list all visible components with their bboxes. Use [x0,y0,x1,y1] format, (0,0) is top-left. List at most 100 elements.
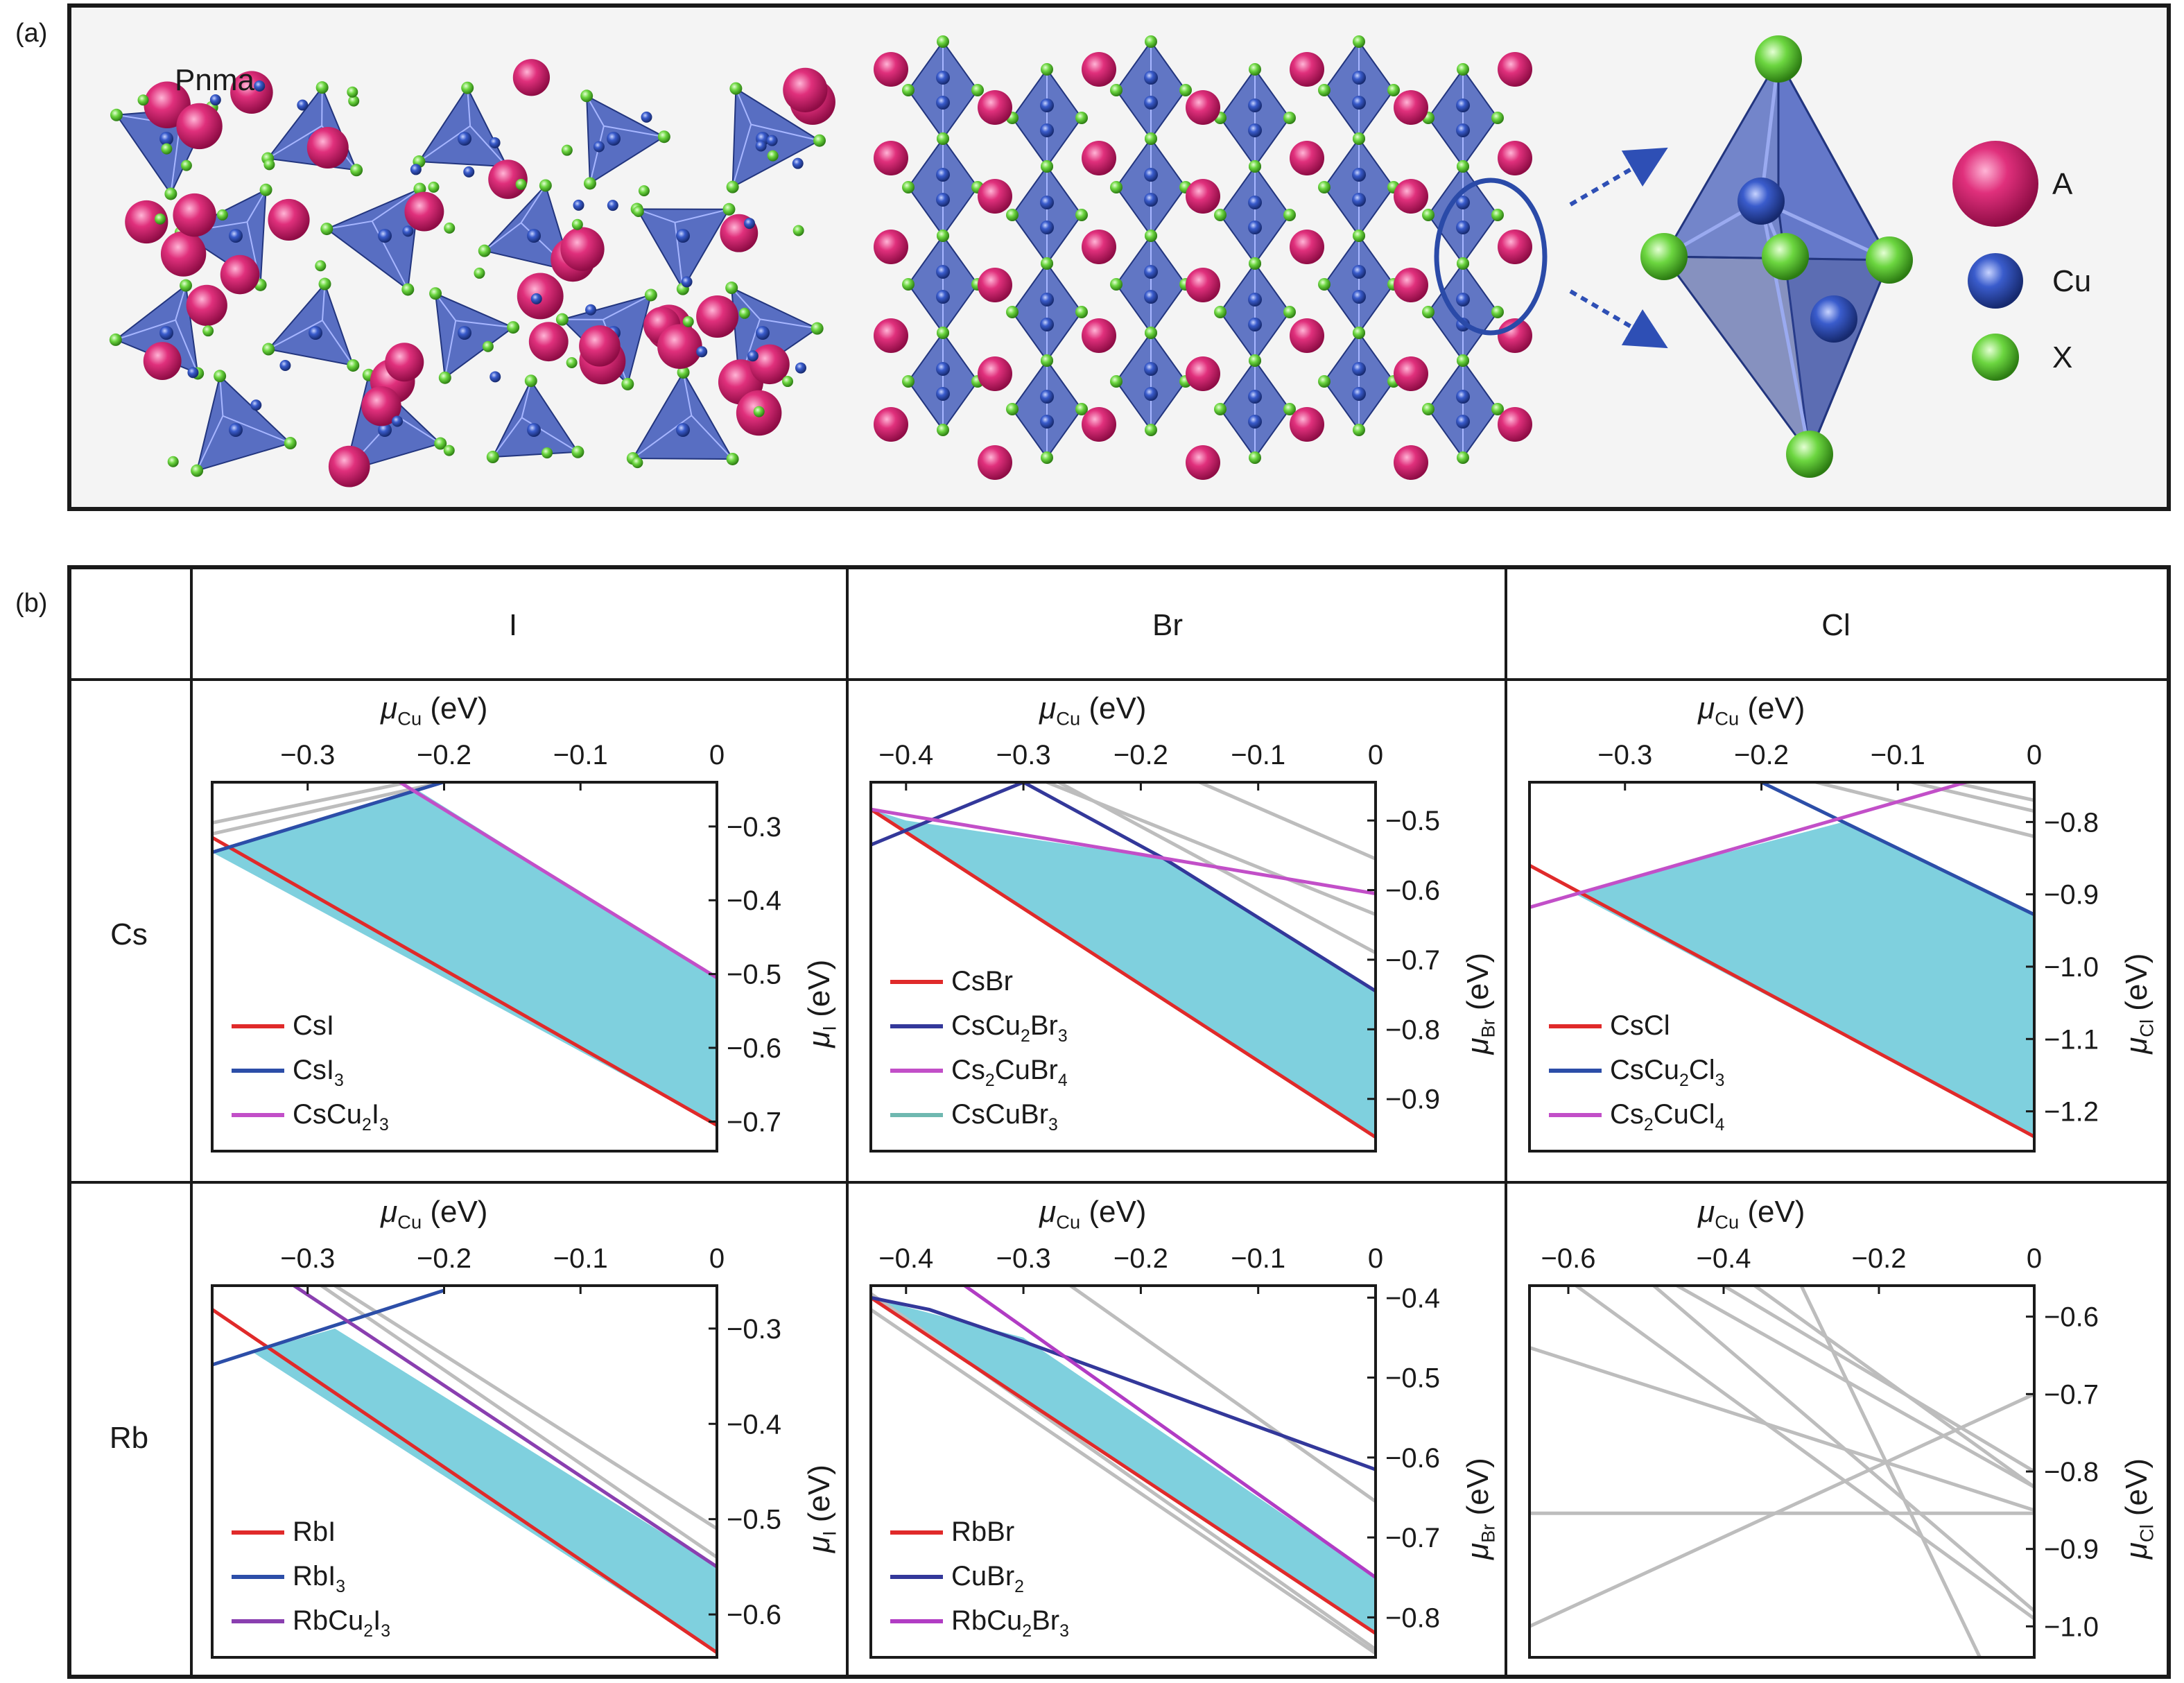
plot-background [1529,1286,2034,1657]
x-atom [474,267,485,279]
phase-boundary-line [871,808,1376,1139]
competing-phase-line [1529,1345,2034,1512]
phase-boundary-line [212,1288,445,1367]
x-atom [632,457,643,469]
column-header-cl: Cl [1821,608,1851,642]
legend-entry-label: Cs2CuBr4 [951,1055,1068,1090]
competing-phase-line [1753,1286,2034,1489]
x-tick-label: −0.4 [878,1243,933,1274]
cu-atom [250,399,262,411]
legend-entry: CsI3 [232,1055,344,1090]
phase-boundary-line [1529,782,1967,909]
y-tick-label: −1.2 [2044,1097,2099,1128]
legend-entry-label: CsCuBr3 [951,1099,1058,1134]
legend-swatch [1972,334,2019,381]
legend-entry-label: CsI [293,1010,334,1041]
x-tick-label: 0 [2027,1243,2042,1274]
cu-tetrahedron [413,81,514,173]
a-site-atom [1082,141,1116,175]
x-tick-label: −0.2 [1113,1243,1168,1274]
competing-phase-line [333,1286,717,1530]
competing-phase-line [1529,1392,2034,1628]
cu-atom [792,157,804,169]
a-site-atom [978,445,1012,480]
competing-phase-line [1676,1286,2034,1489]
legend-swatch [1952,141,2038,227]
cu-atom [254,80,266,92]
a-site-atom [1290,318,1324,353]
cu-tetrahedron [320,182,426,296]
a-site-atom [1498,141,1532,175]
legend-item-cu: Cu [1968,253,2091,309]
legend-entry: Cs2CuCl4 [1549,1099,1725,1134]
competing-phase-line [1722,1286,2034,1474]
a-site-atom [579,325,621,367]
legend-entry-label: RbCu2I3 [293,1605,390,1641]
a-site-atom [1498,318,1532,353]
x-tick-label: −0.4 [878,740,933,770]
a-site-atom [1498,230,1532,264]
x-atom [782,376,794,388]
y-tick-label: −1.0 [2044,1612,2099,1642]
x-tick-label: 0 [1368,740,1383,770]
x-tick-label: −0.3 [996,740,1051,770]
stable-region [1572,822,2034,1137]
x-tick-label: −0.2 [1113,740,1168,770]
a-site-atom [268,198,310,241]
a-site-atom [978,90,1012,125]
cu-atom [573,199,584,211]
zoom-arrow-upper [1569,147,1668,207]
y-tick-label: −0.6 [727,1033,781,1064]
phase-boundary-line [212,836,717,1127]
a-site-atom [874,52,908,87]
a-site-atom [512,59,551,96]
cu-dimer-polyhedron [1318,327,1400,436]
x-tick-label: −0.3 [280,1243,335,1274]
zoomed-cu-dimer [1640,35,1913,478]
legend-label: Cu [2052,264,2091,298]
x-axis-label: μCu (eV) [1039,691,1146,730]
y-tick-label: −0.8 [1385,1603,1440,1633]
panel-b-grid [67,565,2171,1679]
x-atom [792,225,804,236]
cu-atom [530,293,542,304]
a-site-atom [1290,52,1324,87]
y-tick-label: −0.9 [2044,880,2099,910]
cu-dimer-polyhedron [1318,132,1400,242]
panel-a-label: (a) [15,19,47,48]
x-axis-label: μCu (eV) [1697,1195,1805,1233]
x-atom [347,86,358,98]
cu-atom [585,304,597,316]
legend-entry: CsCuBr3 [890,1099,1058,1134]
a-site-atom [978,356,1012,391]
cu-dimer-polyhedron [1006,257,1088,367]
legend-item-x: X [1972,334,2072,381]
a-site-atom [143,342,182,381]
row-header-cs: Cs [110,917,148,951]
x-tick-label: −0.1 [1231,740,1285,770]
plot-frame [211,781,718,1153]
x-atom [638,185,650,197]
cu-tetrahedron [191,370,297,477]
a-site-atom [125,200,168,244]
a-site-atom [1082,52,1116,87]
a-site-atom [1082,318,1116,353]
y-axis-label: μBr (eV) [1461,953,1499,1055]
x-atom [428,181,440,193]
x-tick-label: −0.3 [1597,740,1652,770]
phase-boundary-line [871,782,1376,993]
a-site-atom [874,230,908,264]
phase-boundary-line [293,1286,717,1569]
legend-item-a: A [1952,141,2073,227]
cu-atom [696,346,708,358]
plot-frame [869,781,1377,1153]
x-atom [566,357,578,369]
cu-atom [747,350,759,362]
legend-entry: RbCu2I3 [232,1605,390,1641]
cu-tetrahedron [626,366,739,465]
cu-atom [607,200,618,212]
a-site-atom [874,407,908,442]
x-atom [137,94,149,106]
cu-dimer-polyhedron [1214,354,1296,464]
a-site-atom [1498,52,1532,87]
